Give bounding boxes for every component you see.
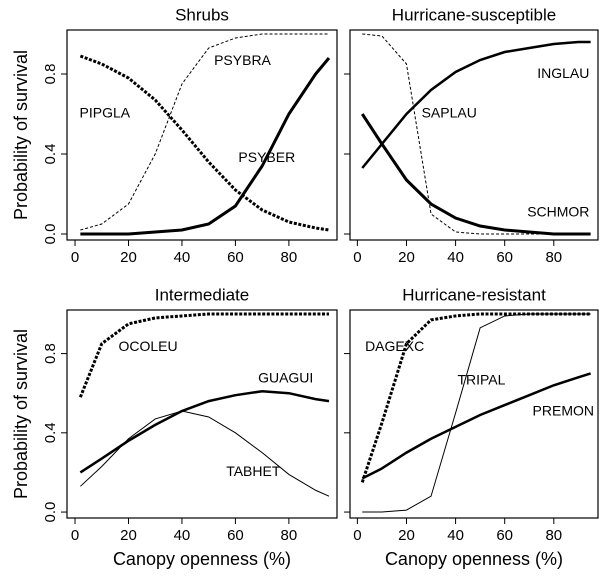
series-label: PSYBRA: [214, 52, 271, 68]
series-label: TABHET: [226, 463, 281, 479]
panel: Hurricane-resistant 0 20 40 60 80 Canopy openn…: [344, 285, 599, 569]
y-tick-label: 0.0: [42, 502, 59, 523]
series-label: PREMON: [533, 403, 594, 419]
panel-title: Hurricane-resistant: [402, 285, 546, 304]
x-axis-label: Canopy openness (%): [113, 549, 291, 569]
x-tick-label: 0: [71, 249, 79, 266]
x-tick-label: 60: [496, 249, 513, 266]
x-tick-label: 40: [447, 527, 464, 544]
series-label: PSYBER: [238, 149, 295, 165]
plot-frame: [349, 29, 599, 241]
survival-curve: [361, 372, 592, 480]
series-label: OCOLEU: [118, 338, 177, 354]
series-label: SAPLAU: [422, 105, 477, 121]
survival-curve: [361, 40, 591, 169]
y-tick-label: 0.4: [42, 422, 59, 443]
series-label: TRIPAL: [457, 371, 505, 387]
y-tick-label: 0.8: [42, 64, 59, 85]
x-tick-label: 0: [71, 527, 79, 544]
series-label: GUAGUI: [258, 369, 313, 385]
x-tick-label: 80: [281, 249, 298, 266]
survival-curve: [362, 313, 591, 513]
x-tick-label: 40: [174, 249, 191, 266]
plot-frame: [66, 29, 338, 241]
y-tick-label: 0.4: [42, 144, 59, 165]
panel: Hurricane-susceptible 0 20 40 60 80 INGLAU SAPL…: [344, 5, 599, 266]
survival-curve: [80, 410, 330, 497]
x-tick-label: 20: [398, 527, 415, 544]
x-tick-label: 80: [545, 249, 562, 266]
x-tick-label: 20: [120, 527, 137, 544]
survival-curve: [79, 54, 330, 232]
panel: Intermediate 0 20 40 60 80 0.0 0.4 0.8 Probabilit…: [11, 285, 338, 569]
series-label: INGLAU: [537, 65, 589, 81]
panel-title: Intermediate: [155, 285, 250, 304]
x-tick-label: 20: [398, 249, 415, 266]
survival-curve: [78, 312, 329, 398]
x-tick-label: 0: [353, 249, 361, 266]
x-axis-label: Canopy openness (%): [385, 549, 563, 569]
survival-curve: [361, 113, 591, 236]
panel: Shrubs 0 20 40 60 80 0.0 0.4 0.8 Probability of s…: [11, 5, 338, 266]
x-tick-label: 80: [281, 527, 298, 544]
x-tick-label: 0: [353, 527, 361, 544]
y-axis-label: Probability of survival: [11, 329, 31, 499]
x-tick-label: 60: [227, 249, 244, 266]
x-tick-label: 60: [227, 527, 244, 544]
y-tick-label: 0.0: [42, 224, 59, 245]
y-tick-label: 0.8: [42, 343, 59, 364]
survival-curve: [80, 57, 331, 236]
plot-frame: [349, 309, 599, 519]
panel-title: Hurricane-susceptible: [392, 5, 556, 24]
series-label: SCHMOR: [527, 203, 589, 219]
x-tick-label: 80: [545, 527, 562, 544]
x-tick-label: 40: [447, 249, 464, 266]
survival-curve: [80, 33, 329, 231]
survival-curve: [79, 389, 330, 474]
panel-title: Shrubs: [175, 5, 229, 24]
y-axis-label: Probability of survival: [11, 50, 31, 220]
x-tick-label: 20: [120, 249, 137, 266]
x-tick-label: 40: [174, 527, 191, 544]
series-label: DAGEXC: [365, 338, 424, 354]
plot-frame: [66, 309, 338, 519]
series-label: PIPGLA: [80, 105, 131, 121]
x-tick-label: 60: [496, 527, 513, 544]
